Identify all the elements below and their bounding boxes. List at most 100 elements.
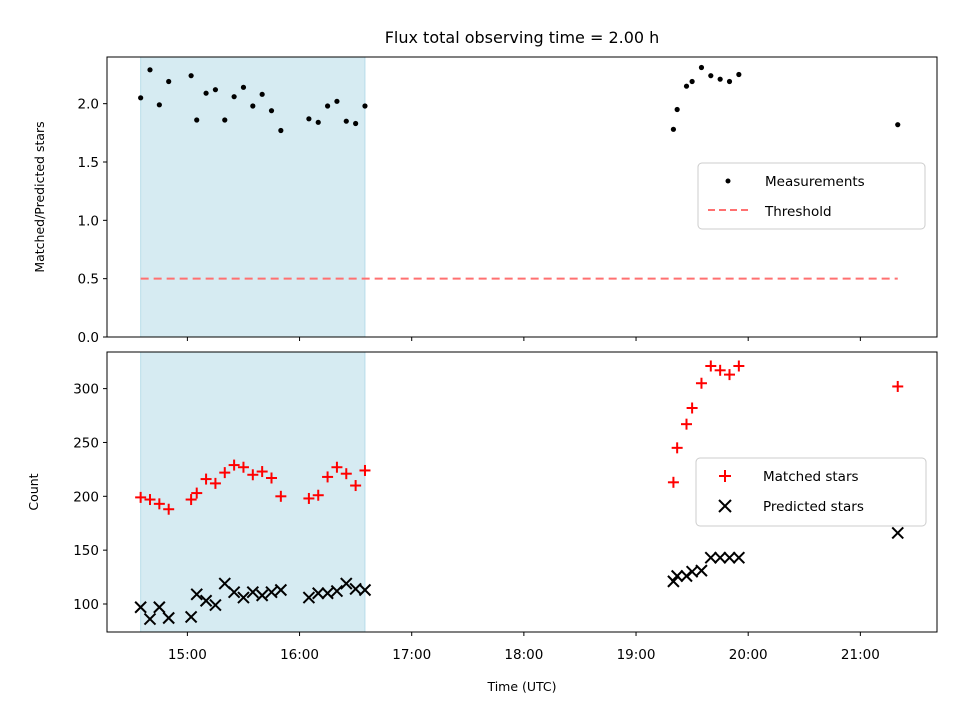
- predicted-star-point: [302, 591, 316, 604]
- matched-star-point: [350, 480, 362, 492]
- measurement-point: [231, 94, 237, 100]
- predicted-marker-b: [891, 526, 904, 540]
- matched-star-point: [667, 476, 679, 488]
- predicted-marker-b: [255, 589, 269, 602]
- measurement-point: [268, 108, 275, 114]
- matched-star-point: [724, 369, 735, 381]
- y-tick-label: 1.5: [78, 155, 99, 171]
- measurement-point: [334, 98, 340, 104]
- measurement-point: [736, 71, 742, 78]
- measurement-point: [324, 103, 331, 109]
- measurement-point: [895, 122, 901, 128]
- predicted-marker-b: [143, 612, 157, 626]
- bottom-data-layer: [134, 360, 904, 626]
- predicted-star-point: [199, 594, 213, 607]
- top-axes: 0.0 0.5 1.0 1.5 2.0: [78, 56, 938, 346]
- measurements-legend-marker: [725, 178, 731, 184]
- matched-star-point: [247, 469, 259, 481]
- top-legend-box: [697, 162, 926, 230]
- measurement-point: [315, 119, 321, 125]
- matched-star-point: [237, 461, 249, 473]
- measurement-point: [670, 126, 677, 132]
- measurement-point: [138, 95, 144, 101]
- matched-star-point: [185, 494, 197, 506]
- matched-star-point: [153, 498, 165, 510]
- predicted-marker-b: [190, 588, 203, 601]
- top-data-layer: [138, 64, 901, 280]
- matched-star-point: [322, 471, 334, 483]
- predicted-star-point: [162, 611, 175, 625]
- matched-star-point: [892, 380, 904, 392]
- measurement-point: [726, 78, 733, 85]
- measurement-point: [259, 91, 265, 97]
- predicted-star-point: [227, 585, 241, 599]
- predicted-star-point: [312, 587, 325, 600]
- bottom-panel: 100 150 200 250 300 15:00 16:00 17:00 18:00 19:00…: [26, 351, 938, 694]
- measurements-legend-label: Measurements: [765, 174, 865, 190]
- matched-star-point: [303, 492, 315, 504]
- measurement-point: [683, 83, 690, 89]
- measurement-point: [194, 117, 200, 123]
- chart-title: Flux total observing time = 2.00 h: [385, 28, 660, 47]
- matched-star-point: [135, 491, 147, 503]
- measurement-point: [166, 78, 172, 85]
- y-tick-label: 1.0: [78, 213, 99, 229]
- predicted-star-point: [153, 601, 166, 614]
- matched-star-point: [695, 377, 707, 389]
- matched-star-point: [266, 472, 278, 484]
- measurement-point: [698, 64, 705, 71]
- predicted-star-point: [340, 577, 353, 590]
- predicted-star-point: [670, 569, 684, 583]
- shaded-observing-window: [140, 56, 366, 338]
- matched-star-point: [359, 464, 371, 476]
- predicted-marker-b: [274, 583, 288, 597]
- y-tick-label: 300: [73, 382, 99, 398]
- predicted-marker-b: [209, 598, 222, 612]
- predicted-marker-b: [265, 585, 278, 599]
- measurement-point: [353, 120, 359, 127]
- measurement-point: [188, 73, 194, 79]
- matched-star-point: [275, 490, 287, 502]
- predicted-marker-b: [330, 584, 344, 598]
- bottom-legend: Matched stars Predicted stars: [695, 457, 927, 527]
- predicted-star-point: [190, 588, 203, 601]
- measurement-point: [212, 87, 219, 93]
- predicted-marker-b: [713, 551, 727, 564]
- measurement-point: [250, 103, 256, 109]
- predicted-marker-b: [312, 587, 325, 600]
- measurement-point: [306, 116, 312, 122]
- measurement-point: [156, 102, 162, 108]
- predicted-marker-b: [695, 564, 708, 577]
- measurement-point: [278, 127, 284, 134]
- measurement-point: [240, 84, 247, 90]
- predicted-marker-b: [667, 575, 680, 588]
- predicted-star-point: [134, 601, 147, 614]
- predicted-legend-label: Predicted stars: [763, 499, 864, 515]
- axes-frame: [106, 351, 938, 633]
- measurement-point: [343, 118, 349, 124]
- predicted-legend-marker: [718, 499, 732, 513]
- y-tick-label: 0.5: [78, 272, 99, 288]
- observing-window-shade: [140, 56, 366, 338]
- predicted-star-point: [143, 612, 157, 626]
- predicted-marker-b: [302, 591, 316, 604]
- predicted-marker-b: [358, 583, 372, 597]
- matched-star-point: [671, 442, 683, 454]
- matched-legend-marker: [719, 470, 731, 482]
- measurement-point: [203, 90, 209, 96]
- matched-star-point: [705, 360, 717, 372]
- predicted-marker-b: [246, 585, 260, 599]
- predicted-marker-b: [704, 551, 718, 564]
- measurement-point: [147, 67, 153, 73]
- x-tick-label: 21:00: [841, 647, 880, 663]
- predicted-star-point: [274, 583, 288, 597]
- predicted-star-point: [667, 575, 680, 588]
- x-axis-label: Time (UTC): [486, 679, 556, 694]
- matched-star-point: [733, 360, 745, 372]
- matched-star-point: [714, 364, 726, 376]
- predicted-marker-b: [199, 594, 213, 607]
- predicted-star-point: [209, 598, 222, 612]
- measurement-point: [362, 103, 368, 109]
- matched-star-point: [686, 402, 698, 414]
- y-tick-label: 100: [73, 597, 99, 613]
